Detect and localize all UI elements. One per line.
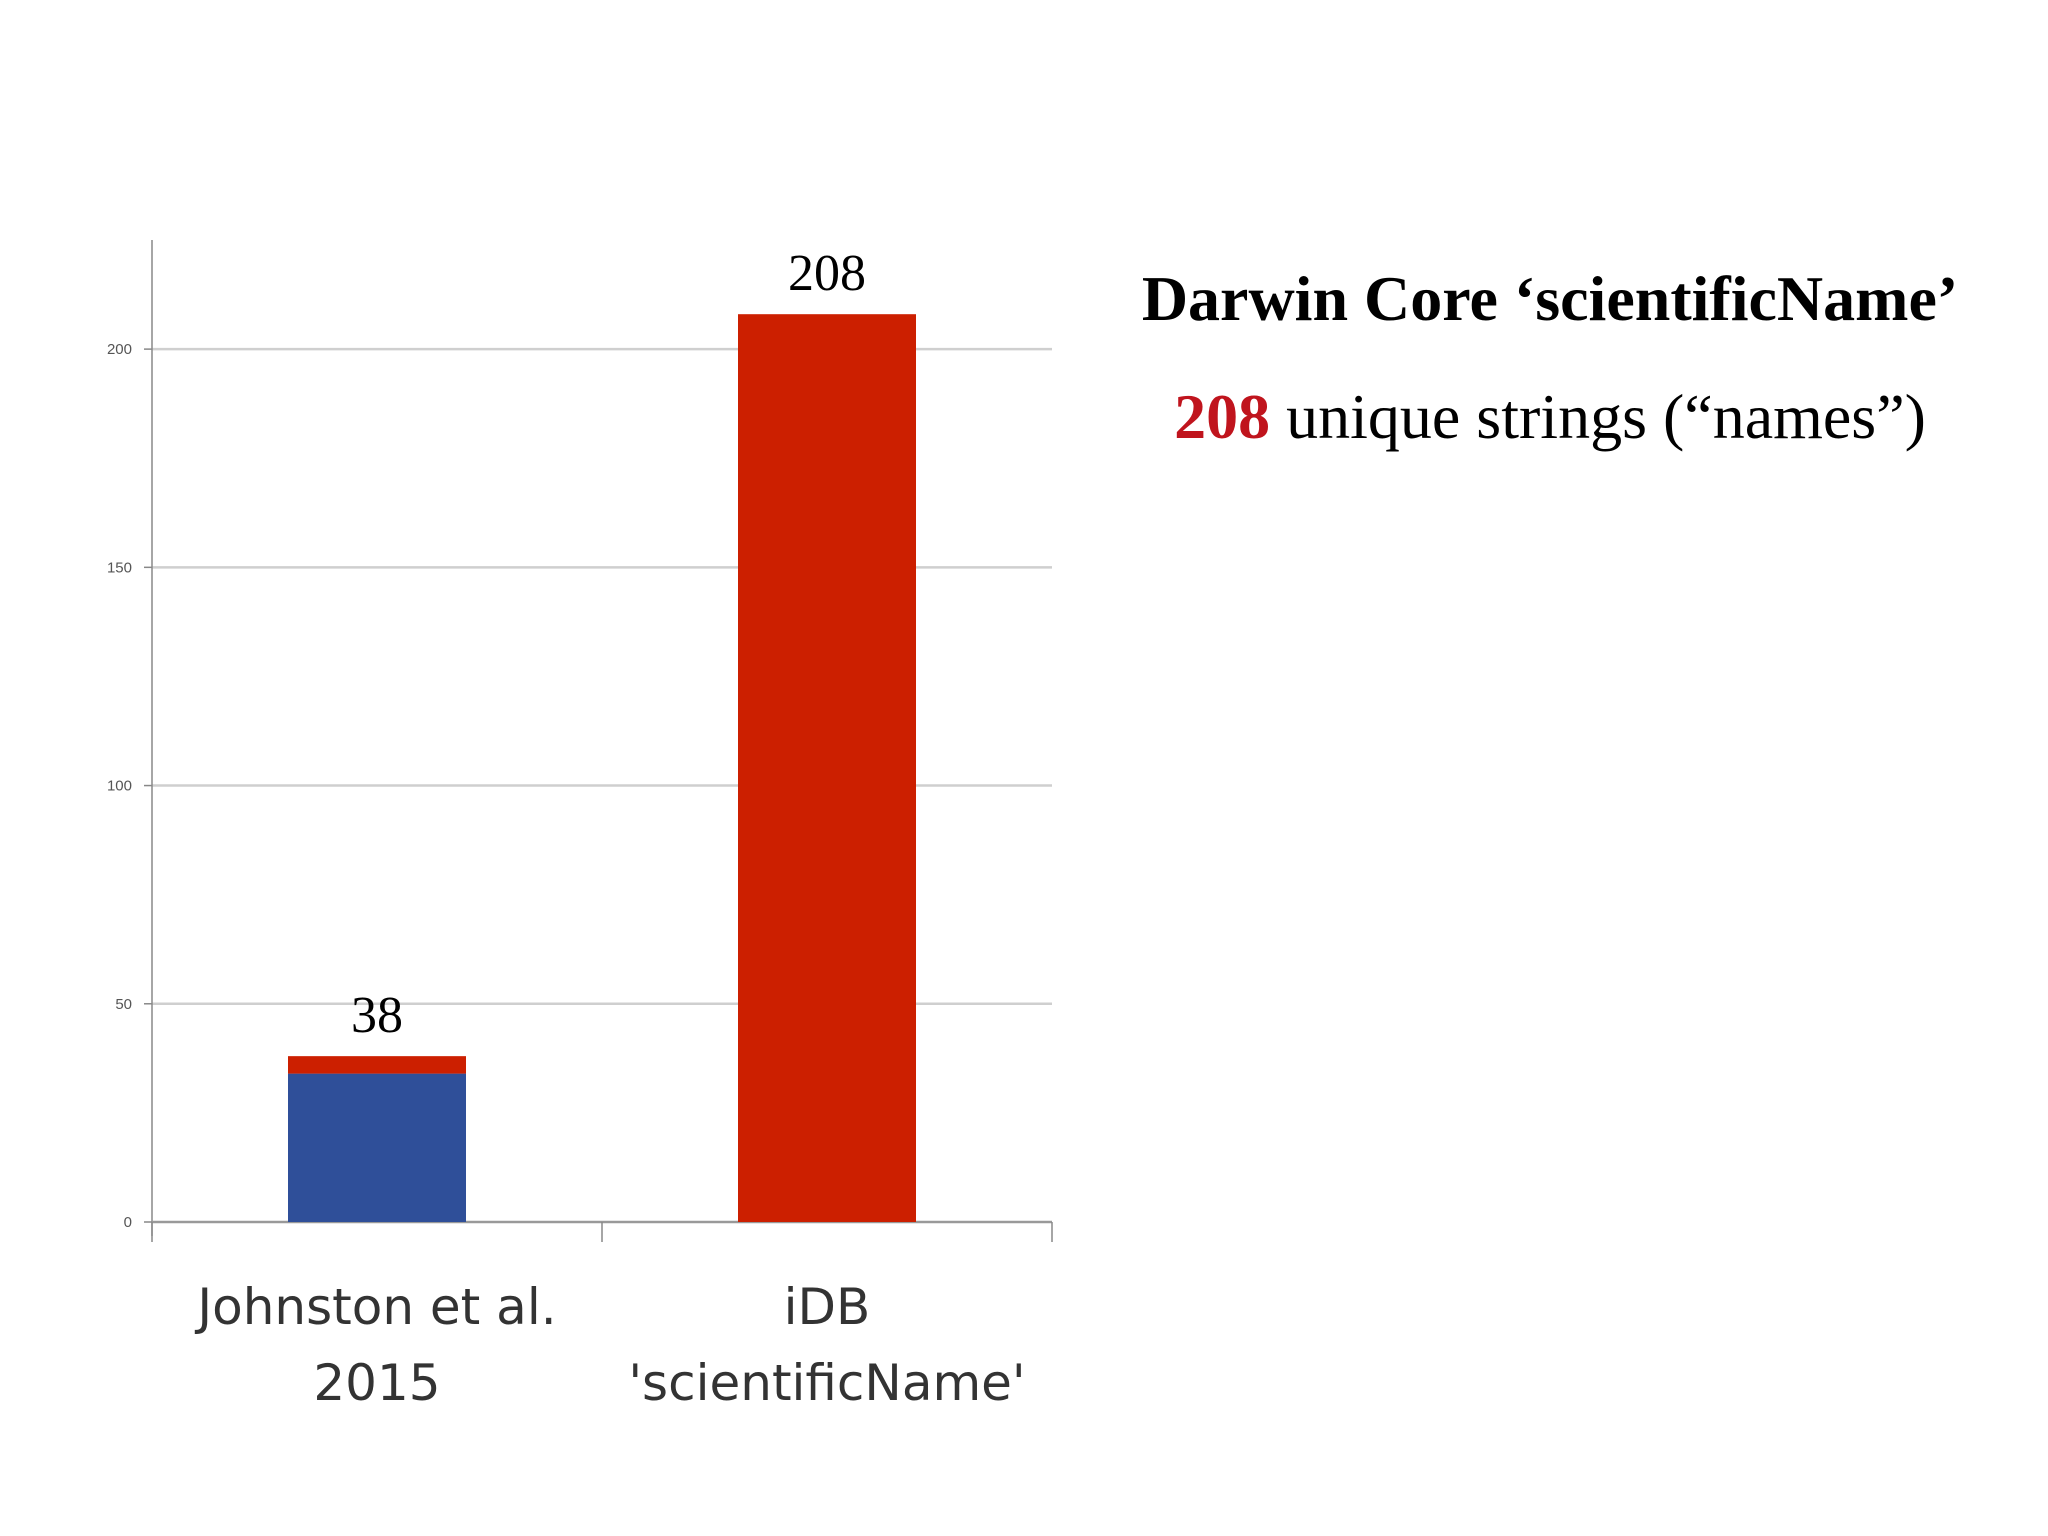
category-label: Johnston et al. — [194, 1278, 556, 1336]
bars — [288, 314, 916, 1222]
y-tick-label: 0 — [124, 1214, 132, 1231]
bar-segment — [288, 1056, 466, 1074]
y-tick-label: 50 — [115, 996, 132, 1013]
labels: 0 50 100 150 200 38 Johnston et al. 2015 208 iDB '… — [107, 245, 1026, 1412]
panel-heading: Darwin Core ‘scientificName’ — [1141, 263, 1959, 334]
annotation-panel: Darwin Core ‘scientificName’ 208 unique … — [1090, 258, 2010, 458]
bar-chart: 0 50 100 150 200 38 Johnston et al. 2015 208 iDB '… — [107, 240, 1053, 1412]
subline-text: unique strings (“names”) — [1270, 381, 1926, 452]
y-tick-label: 200 — [107, 341, 132, 358]
data-label: 38 — [351, 987, 403, 1044]
grid-lines — [152, 347, 1052, 1006]
category-label: 'scientificName' — [628, 1354, 1025, 1412]
bar-segment — [288, 1073, 466, 1222]
panel-subline: 208 unique strings (“names”) — [1090, 376, 2010, 458]
bar-segment — [738, 314, 916, 1222]
data-label: 208 — [788, 245, 866, 302]
highlight-number: 208 — [1174, 381, 1271, 452]
category-label: 2015 — [313, 1354, 440, 1412]
y-tick-label: 100 — [107, 778, 132, 795]
y-tick-label: 150 — [107, 559, 132, 576]
category-label: iDB — [784, 1278, 871, 1336]
